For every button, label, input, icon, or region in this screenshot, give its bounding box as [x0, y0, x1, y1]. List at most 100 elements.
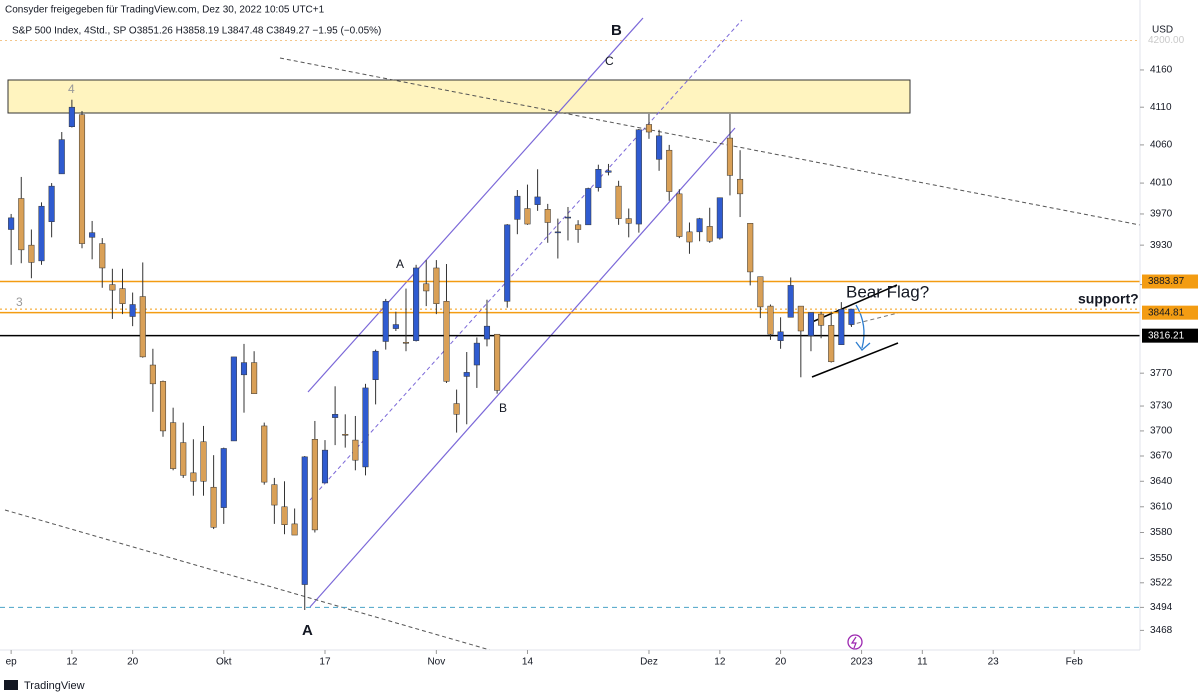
y-tick-label: 3670 — [1150, 451, 1173, 462]
candle-body — [402, 342, 410, 344]
drawings — [4, 17, 1141, 651]
x-tick-label: 17 — [319, 657, 331, 668]
x-tick-label: 2023 — [850, 657, 873, 668]
y-tick-label: 4110 — [1150, 102, 1172, 113]
y-tick-label: 3580 — [1150, 527, 1173, 538]
candle-body — [220, 448, 227, 508]
annotation: 4 — [68, 82, 75, 96]
x-tick-label: 23 — [988, 657, 1000, 668]
candle-body — [200, 441, 207, 482]
candle-body — [696, 218, 703, 233]
footer: TradingView — [24, 680, 85, 692]
candle-body — [109, 284, 116, 291]
candle-body — [68, 106, 75, 127]
y-tick-label: 4160 — [1150, 65, 1173, 76]
y-tick-label: 4010 — [1150, 178, 1173, 189]
candle-body — [38, 205, 45, 262]
event-icon — [847, 634, 863, 650]
candle-body — [585, 188, 592, 226]
flag-lower — [811, 342, 899, 378]
candle-body — [261, 425, 268, 483]
candle-body — [311, 439, 318, 531]
price-label: 3883.87 — [1148, 276, 1185, 287]
resistance-zone — [7, 79, 911, 114]
price-label-box — [1142, 328, 1198, 343]
price-label: 3816.21 — [1148, 330, 1185, 341]
candle-body — [777, 331, 784, 341]
candle-body — [747, 223, 754, 273]
candle-body — [564, 216, 572, 219]
candle-body — [159, 381, 167, 432]
candle-body — [78, 114, 86, 244]
plot — [0, 39, 1140, 611]
trend-dashed — [4, 509, 491, 651]
candle-body — [48, 185, 55, 222]
candle-body — [180, 442, 187, 476]
candle-body — [291, 523, 298, 536]
candle-body — [514, 195, 521, 220]
y-tick-label: 3640 — [1150, 476, 1173, 487]
arrow — [855, 304, 871, 351]
candle-body — [170, 422, 177, 469]
candle-body — [473, 342, 480, 366]
candle-body — [443, 301, 450, 382]
candle-body — [524, 208, 531, 225]
candle-body — [848, 308, 855, 325]
watermark: Consyder freigegeben für TradingView.com… — [5, 5, 325, 16]
x-tick-label: 11 — [917, 657, 928, 668]
x-tick-label: Dez — [640, 657, 658, 668]
candle-body — [534, 196, 541, 205]
candle-body — [332, 414, 339, 418]
candle-body — [483, 325, 491, 340]
channel-lower — [309, 127, 736, 608]
candle-body — [625, 218, 632, 224]
price-label: 4200.00 — [1148, 35, 1185, 46]
annotation: A — [302, 622, 313, 639]
candle-body — [797, 305, 804, 332]
y-tick-label: 3494 — [1150, 602, 1173, 613]
candle-body — [838, 309, 845, 345]
x-tick-label: Feb — [1066, 657, 1084, 668]
price-label-box — [1142, 33, 1198, 48]
candle-body — [382, 301, 389, 342]
candle-body — [210, 486, 217, 528]
candle-body — [149, 364, 156, 385]
candle-body — [281, 506, 288, 526]
channel-upper — [307, 17, 644, 393]
candle-body — [575, 224, 582, 230]
chart-title: S&P 500 Index, 4Std., SP O3851.26 H3858.… — [12, 26, 381, 37]
y-tick-label: 3610 — [1150, 501, 1173, 512]
y-tick-label: 3970 — [1150, 209, 1173, 220]
candle-body — [362, 387, 369, 468]
candle-body — [544, 209, 551, 223]
candle-body — [595, 169, 602, 188]
candle-body — [656, 135, 663, 160]
candle-body — [129, 304, 136, 317]
y-tick-label: 3770 — [1150, 368, 1173, 379]
x-tick-label: 14 — [522, 657, 534, 668]
candle-body — [433, 267, 440, 304]
x-tick-label: 12 — [66, 657, 78, 668]
candle-body — [757, 276, 764, 308]
annotation: Bear Flag? — [846, 282, 929, 301]
y-tick-label: 3468 — [1150, 625, 1173, 636]
currency: USD — [1152, 25, 1173, 36]
price-label: 3844.81 — [1148, 307, 1185, 318]
candle-body — [686, 231, 693, 243]
candle-body — [119, 288, 126, 304]
candle-body — [321, 449, 329, 484]
candle-body — [767, 305, 774, 335]
candle-body — [463, 372, 470, 377]
x-tick-label: 20 — [775, 657, 787, 668]
y-tick-label: 3522 — [1150, 577, 1173, 588]
candle-body — [818, 313, 825, 326]
candle-body — [342, 434, 349, 436]
candle-body — [494, 333, 501, 391]
y-tick-label: 3730 — [1150, 401, 1173, 412]
candle-body — [605, 170, 612, 173]
annotations: B C A B A 4 3 Bear Flag? support? — [16, 22, 1139, 639]
candle-body — [8, 217, 15, 230]
candle-body — [271, 484, 278, 506]
x-tick-label: Nov — [427, 657, 445, 668]
trend-dashed — [279, 57, 1141, 226]
